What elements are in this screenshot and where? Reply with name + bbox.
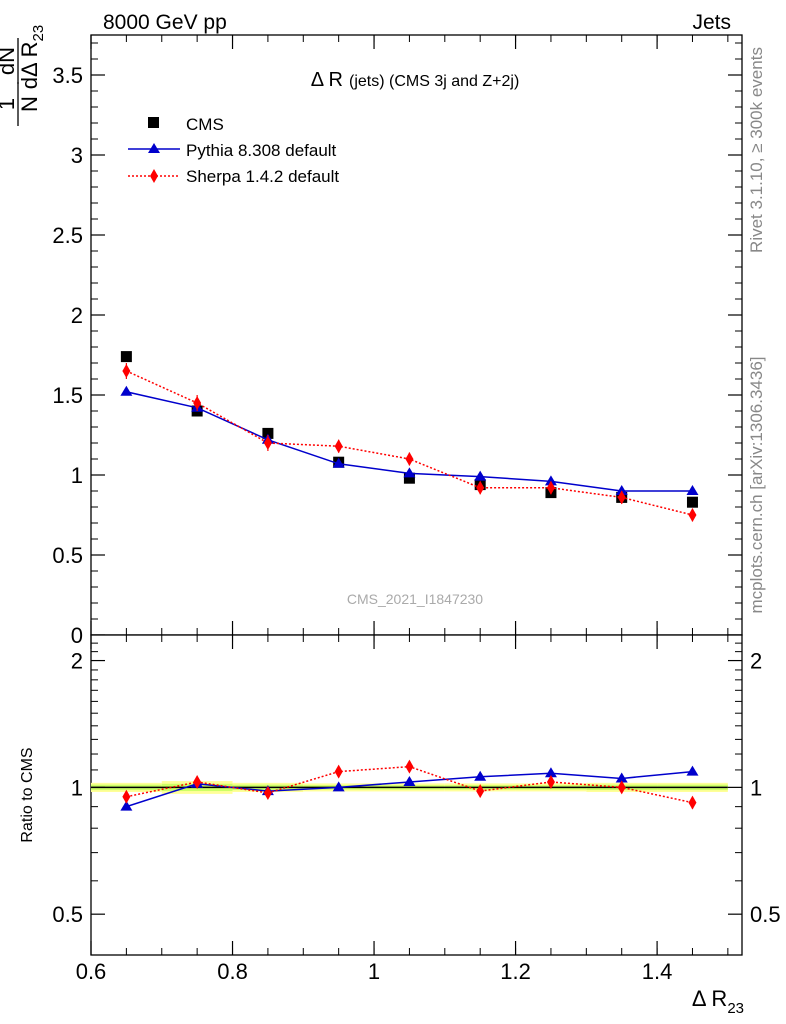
xtick-label: 1.4 — [642, 959, 673, 984]
title-main: Δ R — [311, 69, 343, 91]
ratio-point-sherpa — [476, 784, 485, 799]
ratio-point-sherpa — [263, 785, 272, 800]
main-y-label: 1 N dN dΔ R23 — [0, 25, 47, 126]
main-frame — [90, 34, 743, 636]
main-y-axis: 0 0.5 1 1.5 2 2.5 3 3.5 — [52, 42, 742, 648]
main-panel: 0 0.5 1 1.5 2 2.5 3 3.5 Δ R (jets) (CMS 3j and Z… — [0, 25, 766, 648]
ratio-point-sherpa — [193, 774, 202, 789]
main-point-pythia — [332, 457, 345, 468]
ratio-y-axis: 0.5 0.5 1 1 2 2 — [52, 642, 781, 956]
main-point-pythia — [474, 470, 487, 481]
ratio-ytick-label-right: 0.5 — [750, 902, 781, 927]
main-point-sherpa — [263, 436, 272, 450]
ratio-point-sherpa — [334, 764, 343, 779]
x-axis: 0.6 0.8 1 1.2 1.4 — [76, 35, 729, 984]
xlabel-sub: 23 — [727, 1000, 744, 1017]
ylabel-d-num: dN — [0, 47, 19, 75]
ratio-point-pythia — [544, 767, 557, 778]
ratio-point-pythia — [403, 775, 416, 786]
ylabel-d-den: dΔ R23 — [17, 25, 47, 89]
process-label: Jets — [692, 11, 731, 34]
main-point-pythia — [403, 467, 416, 478]
main-ytick-label: 1 — [71, 463, 83, 488]
ratio-ytick-label-left: 2 — [71, 649, 83, 674]
ratio-point-sherpa — [122, 789, 131, 804]
ratio-y-label: Ratio to CMS — [19, 747, 36, 842]
xlabel-main: Δ R — [692, 986, 727, 1011]
ratio-point-pythia — [615, 772, 628, 783]
ratio-point-pythia — [332, 781, 345, 792]
main-series — [120, 351, 699, 522]
ratio-panel: 0.5 0.5 1 1 2 2 0.6 0.8 1 1.2 1.4 Ratio to CMS Δ … — [19, 35, 781, 1017]
ratio-ytick-label-right: 1 — [750, 775, 762, 800]
main-point-pythia — [615, 485, 628, 495]
ylabel-frac-den: N — [17, 96, 42, 112]
xtick-label: 1 — [368, 959, 380, 984]
xtick-label: 1.2 — [500, 959, 531, 984]
main-point-cms — [262, 427, 274, 439]
main-ytick-label: 1.5 — [52, 383, 83, 408]
energy-label: 8000 GeV pp — [103, 11, 227, 34]
ratio-series — [120, 759, 699, 811]
ratio-point-sherpa — [405, 759, 414, 774]
legend-cms-marker — [148, 117, 159, 128]
xtick-label: 0.6 — [76, 959, 107, 984]
mcplots-label: mcplots.cern.ch [arXiv:1306.3436] — [747, 356, 766, 613]
main-point-sherpa — [334, 439, 343, 454]
xtick-label: 0.8 — [217, 959, 248, 984]
main-ytick-label: 3 — [71, 143, 83, 168]
title-rest: (jets) (CMS 3j and Z+2j) — [349, 73, 519, 90]
ylabel-sub: 23 — [30, 25, 47, 42]
main-ytick-label: 0 — [71, 623, 83, 648]
ratio-point-sherpa — [546, 774, 555, 789]
legend-cms-label: CMS — [186, 115, 224, 134]
ratio-point-sherpa — [688, 795, 697, 810]
main-point-pythia — [686, 485, 699, 495]
analysis-watermark: CMS_2021_I1847230 — [347, 591, 483, 607]
main-point-sherpa — [476, 480, 485, 495]
main-point-sherpa — [546, 480, 555, 495]
main-legend: CMS Pythia 8.308 default Sherpa 1.4.2 de… — [128, 115, 339, 186]
ratio-point-pythia — [474, 770, 487, 781]
main-point-pythia — [544, 475, 557, 486]
main-point-sherpa — [193, 396, 202, 410]
main-point-sherpa — [405, 452, 414, 466]
legend-sherpa-label: Sherpa 1.4.2 default — [186, 167, 339, 186]
ratio-ytick-label-left: 1 — [71, 775, 83, 800]
ratio-frame — [90, 634, 743, 956]
main-point-sherpa — [688, 508, 697, 522]
main-point-sherpa — [122, 364, 131, 378]
ratio-ytick-label-left: 0.5 — [52, 902, 83, 927]
main-ytick-label: 3.5 — [52, 63, 83, 88]
main-point-cms — [686, 496, 698, 508]
ylabel-frac-num: 1 — [0, 98, 19, 110]
x-axis-label: Δ R23 — [692, 986, 744, 1017]
ratio-point-pythia — [120, 800, 133, 811]
main-point-cms — [120, 351, 132, 363]
ratio-ytick-label-right: 2 — [750, 649, 762, 674]
main-ytick-label: 2 — [71, 303, 83, 328]
main-point-sherpa — [617, 490, 626, 505]
ylabel-d-den-text: dΔ R — [17, 41, 42, 89]
main-ytick-label: 0.5 — [52, 543, 83, 568]
main-title: Δ R (jets) (CMS 3j and Z+2j) — [311, 69, 520, 91]
rivet-version-label: Rivet 3.1.10, ≥ 300k events — [747, 47, 766, 253]
ratio-point-pythia — [686, 765, 699, 776]
main-point-pythia — [120, 385, 133, 396]
ratio-point-sherpa — [617, 780, 626, 795]
legend-pythia-marker — [148, 143, 160, 153]
main-point-cms — [403, 472, 415, 484]
main-ytick-label: 2.5 — [52, 223, 83, 248]
legend-sherpa-marker — [150, 169, 158, 183]
legend-pythia-label: Pythia 8.308 default — [186, 141, 337, 160]
